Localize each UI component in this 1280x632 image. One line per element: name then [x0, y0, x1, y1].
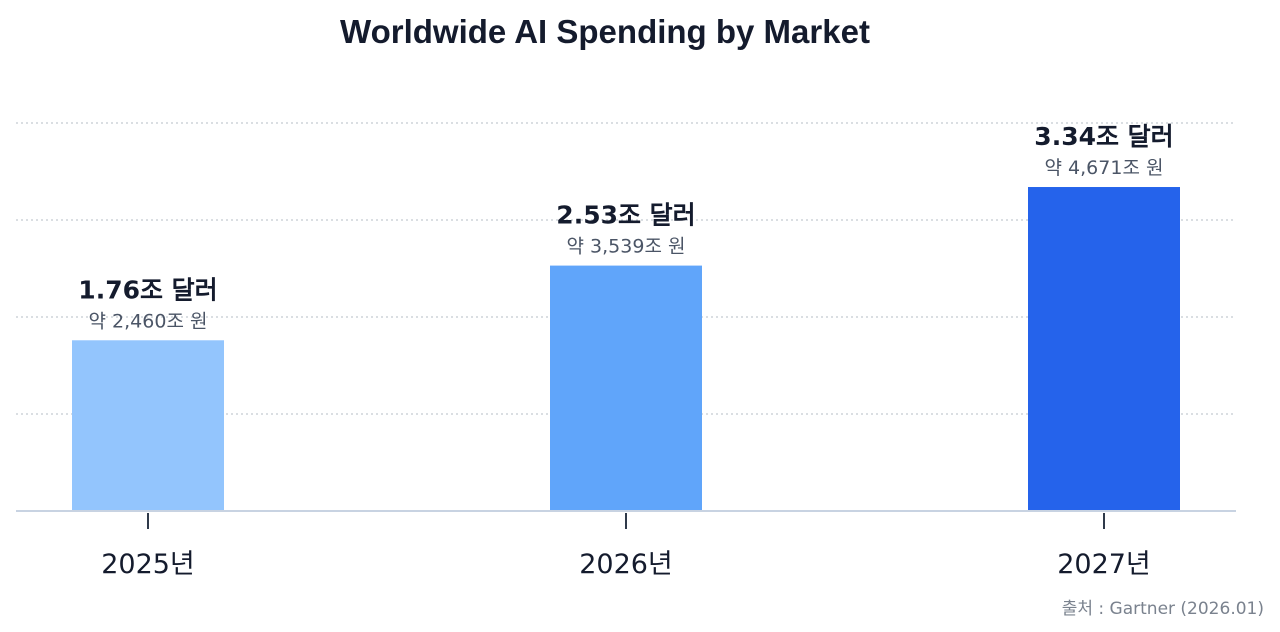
bar — [72, 340, 224, 511]
x-tick-label: 2025년 — [101, 549, 195, 580]
bar — [1028, 187, 1180, 511]
chart-title: Worldwide AI Spending by Market — [340, 13, 870, 50]
x-ticks — [147, 513, 1105, 529]
data-label: 2.53조 달러 — [556, 201, 695, 230]
bars — [72, 187, 1180, 511]
data-sublabel: 약 3,539조 원 — [567, 236, 686, 258]
data-label: 3.34조 달러 — [1034, 122, 1173, 151]
data-label: 1.76조 달러 — [78, 275, 217, 304]
source-note: 출처 : Gartner (2026.01) — [1061, 599, 1264, 619]
x-tick-label: 2027년 — [1057, 549, 1151, 580]
data-sublabel: 약 2,460조 원 — [89, 310, 208, 332]
data-sublabel: 약 4,671조 원 — [1045, 157, 1164, 179]
bar — [550, 265, 702, 511]
labels: 2025년 1.76조 달러약 2,460조 원 2026년 2.53조 달러약 3,… — [78, 122, 1173, 580]
x-tick-label: 2026년 — [579, 549, 673, 580]
